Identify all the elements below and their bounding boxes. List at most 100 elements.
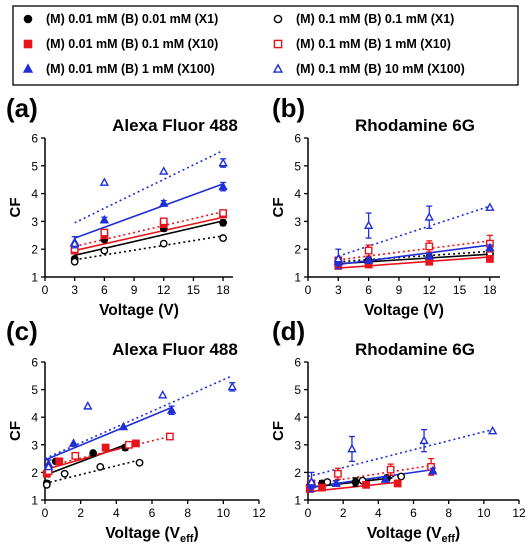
x-tick-label: 12 — [512, 506, 526, 520]
y-tick-label: 3 — [31, 215, 38, 229]
y-axis-label: CF — [270, 198, 287, 218]
fit-line-dotted — [44, 375, 233, 460]
data-point — [386, 465, 395, 474]
y-tick-label: 2 — [31, 466, 38, 480]
data-point — [347, 443, 357, 453]
data-point — [99, 177, 110, 186]
legend-marker — [23, 14, 33, 24]
data-point — [218, 157, 228, 167]
chart-title: Alexa Fluor 488 — [112, 340, 238, 359]
data-point — [42, 480, 51, 489]
legend-marker — [272, 63, 284, 73]
y-tick-label: 1 — [294, 271, 301, 285]
data-point — [219, 218, 228, 227]
x-tick-label: 0 — [305, 506, 312, 520]
y-tick-label: 1 — [294, 494, 301, 508]
y-tick-label: 2 — [294, 466, 301, 480]
data-point — [101, 443, 110, 452]
data-point — [165, 432, 174, 441]
data-point — [333, 253, 344, 263]
fit-line — [338, 244, 490, 266]
y-tick-label: 1 — [31, 271, 38, 285]
x-tick-label: 12 — [157, 283, 171, 297]
chart-title: Rhodamine 6G — [355, 340, 475, 359]
data-point — [159, 166, 169, 175]
x-tick-label: 2 — [77, 506, 84, 520]
x-axis-label: Voltage (V) — [99, 302, 179, 319]
data-point — [331, 478, 341, 487]
data-point — [71, 451, 80, 460]
x-axis-label: Voltage (Veff) — [105, 525, 198, 545]
legend-marker — [273, 39, 283, 49]
legend-label: (M) 0.01 mM (B) 0.01 mM (X1) — [46, 12, 218, 26]
data-point — [218, 181, 228, 191]
x-tick-label: 0 — [305, 283, 312, 297]
data-point — [60, 469, 69, 478]
data-point — [363, 255, 374, 264]
fit-line-dotted — [74, 149, 224, 224]
fit-line — [74, 183, 224, 239]
data-point — [428, 465, 438, 475]
data-point — [55, 457, 64, 466]
x-tick-label: 15 — [453, 283, 467, 297]
data-point — [424, 251, 434, 260]
data-point — [43, 461, 54, 471]
y-tick-label: 4 — [294, 411, 301, 425]
data-point — [219, 234, 228, 242]
data-point — [118, 421, 129, 431]
x-tick-label: 8 — [445, 506, 452, 520]
chart-title: Alexa Fluor 488 — [112, 116, 238, 135]
data-point — [70, 257, 79, 266]
fit-line — [74, 220, 224, 257]
legend-label: (M) 0.01 mM (B) 0.1 mM (X10) — [46, 37, 218, 51]
x-tick-label: 2 — [340, 506, 347, 520]
fit-line — [44, 406, 172, 461]
data-point — [135, 458, 144, 467]
x-tick-label: 3 — [335, 283, 342, 297]
y-tick-label: 4 — [31, 187, 38, 201]
y-tick-label: 6 — [31, 356, 38, 370]
data-point — [159, 198, 169, 207]
y-tick-label: 5 — [294, 159, 301, 173]
x-tick-label: 10 — [217, 506, 231, 520]
data-point — [159, 239, 168, 248]
x-tick-label: 6 — [101, 283, 108, 297]
legend-label: (M) 0.1 mM (B) 10 mM (X100) — [296, 62, 465, 76]
y-tick-label: 2 — [31, 243, 38, 257]
y-tick-label: 5 — [294, 383, 301, 397]
x-tick-label: 18 — [216, 283, 230, 297]
x-tick-label: 15 — [187, 283, 201, 297]
legend-label: (M) 0.1 mM (B) 0.1 mM (X1) — [296, 12, 454, 26]
legend-marker — [23, 39, 33, 49]
fit-line-dotted — [44, 459, 140, 485]
panel-label: (a) — [6, 93, 38, 123]
x-tick-label: 4 — [113, 506, 120, 520]
data-point — [159, 217, 168, 226]
data-point — [219, 209, 228, 217]
legend-box — [12, 5, 519, 86]
data-point — [487, 425, 498, 435]
data-point — [318, 483, 326, 492]
panel-label: (d) — [272, 316, 305, 346]
y-axis-label: CF — [7, 198, 24, 218]
y-tick-label: 6 — [294, 132, 301, 146]
data-point — [100, 228, 109, 237]
panel-label: (c) — [6, 316, 38, 346]
y-tick-label: 1 — [31, 494, 38, 508]
y-axis-label: CF — [7, 421, 24, 441]
y-tick-label: 2 — [294, 243, 301, 257]
fit-line-dotted — [338, 240, 490, 261]
x-tick-label: 9 — [131, 283, 138, 297]
fit-line — [338, 253, 490, 265]
data-point — [419, 435, 429, 445]
data-point — [363, 220, 374, 229]
x-tick-label: 8 — [184, 506, 191, 520]
y-tick-label: 6 — [31, 132, 38, 146]
data-point — [68, 438, 79, 447]
fit-line-dotted — [44, 435, 171, 468]
data-point — [424, 212, 434, 221]
data-point — [166, 405, 177, 414]
